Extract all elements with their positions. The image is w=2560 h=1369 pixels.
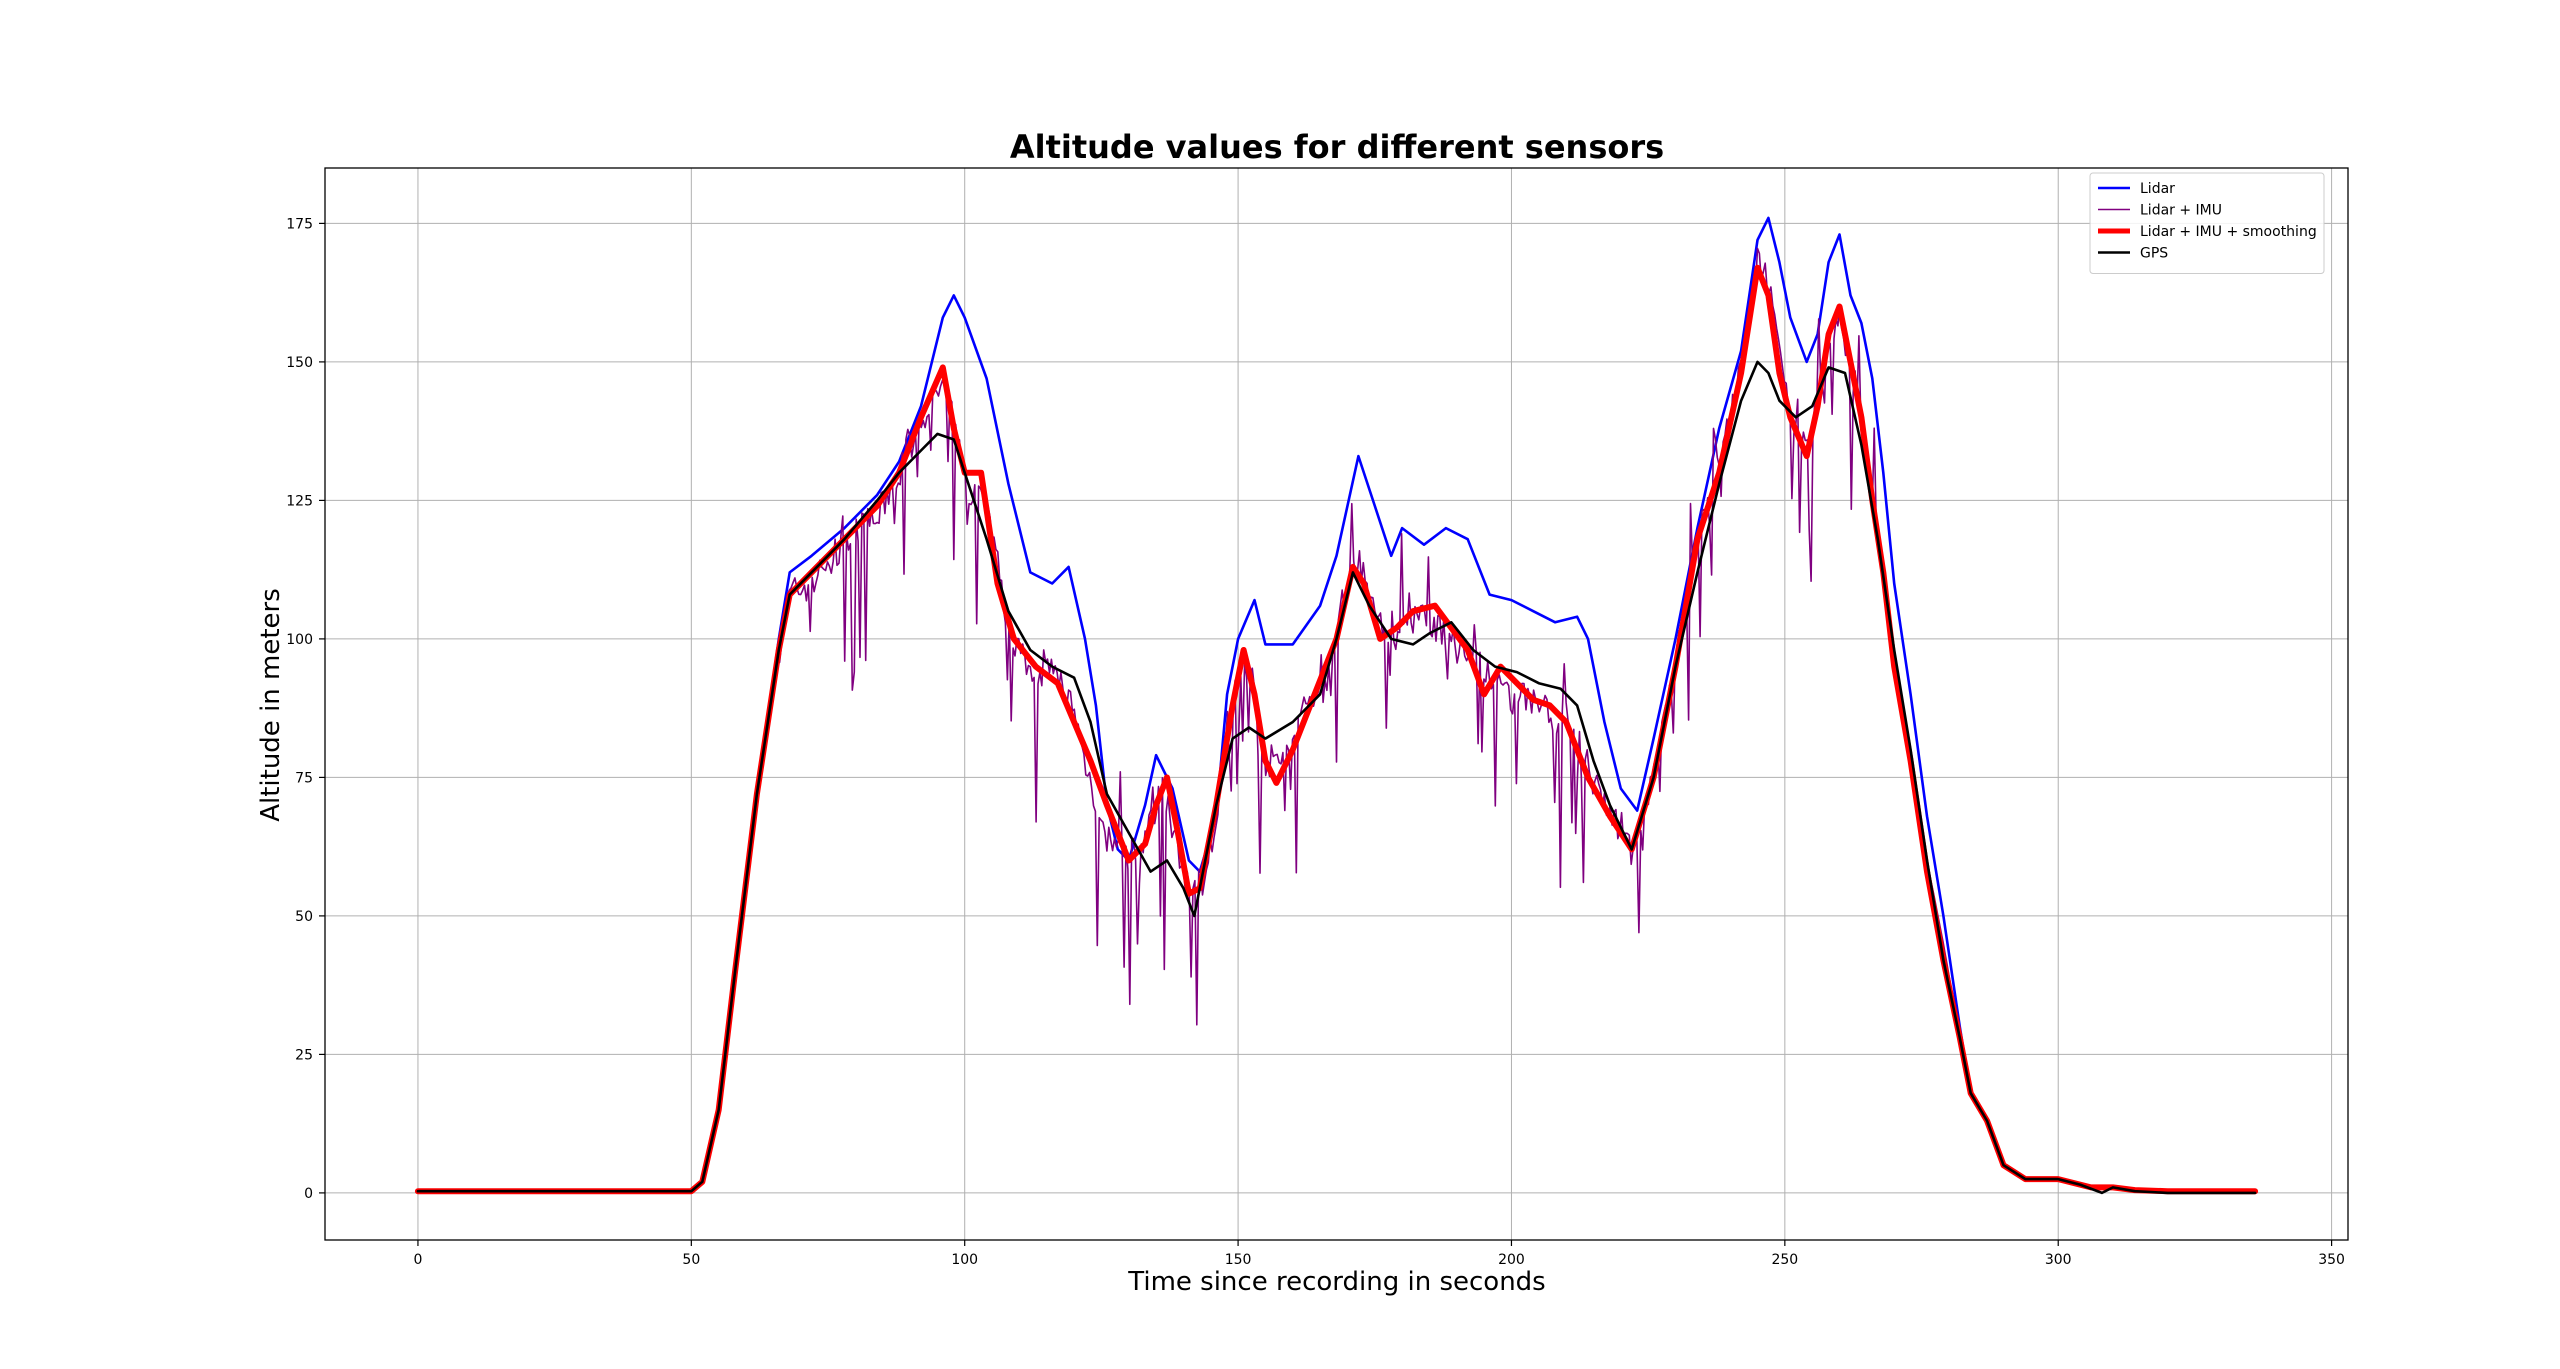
chart-title: Altitude values for different sensors (1010, 128, 1664, 166)
x-axis-label: Time since recording in seconds (1127, 1267, 1545, 1297)
legend: Lidar Lidar + IMU Lidar + IMU + smoothing G… (2089, 172, 2325, 274)
x-axis-ticks: 0 50 100 150 200 250 300 350 (413, 1240, 2345, 1268)
y-tick-label: 50 (295, 909, 313, 925)
y-tick-label: 75 (295, 770, 313, 786)
x-tick-label: 50 (682, 1252, 700, 1268)
x-tick-label: 300 (2045, 1252, 2072, 1268)
legend-label: GPS (2140, 246, 2168, 262)
y-tick-label: 25 (295, 1047, 313, 1063)
x-tick-label: 100 (951, 1252, 978, 1268)
y-tick-label: 125 (286, 493, 313, 509)
y-tick-label: 100 (286, 632, 313, 648)
y-tick-label: 150 (286, 355, 313, 371)
y-axis-label: Altitude in meters (256, 588, 286, 822)
x-tick-label: 250 (1771, 1252, 1798, 1268)
x-tick-label: 0 (413, 1252, 422, 1268)
x-tick-label: 150 (1225, 1252, 1252, 1268)
series-layer (414, 216, 2259, 1195)
legend-label: Lidar + IMU (2140, 203, 2222, 219)
legend-label: Lidar (2140, 181, 2175, 197)
x-tick-label: 200 (1498, 1252, 1525, 1268)
y-axis-ticks: 0 25 50 75 100 125 150 175 (286, 216, 325, 1202)
x-tick-label: 350 (2318, 1252, 2345, 1268)
legend-label: Lidar + IMU + smoothing (2140, 224, 2317, 240)
legend-box (2089, 172, 2325, 274)
y-tick-label: 0 (304, 1186, 313, 1202)
y-tick-label: 175 (286, 216, 313, 232)
series-line-0 (416, 216, 2257, 1193)
plot-frame (324, 167, 2349, 1241)
series-line-3 (416, 360, 2257, 1195)
